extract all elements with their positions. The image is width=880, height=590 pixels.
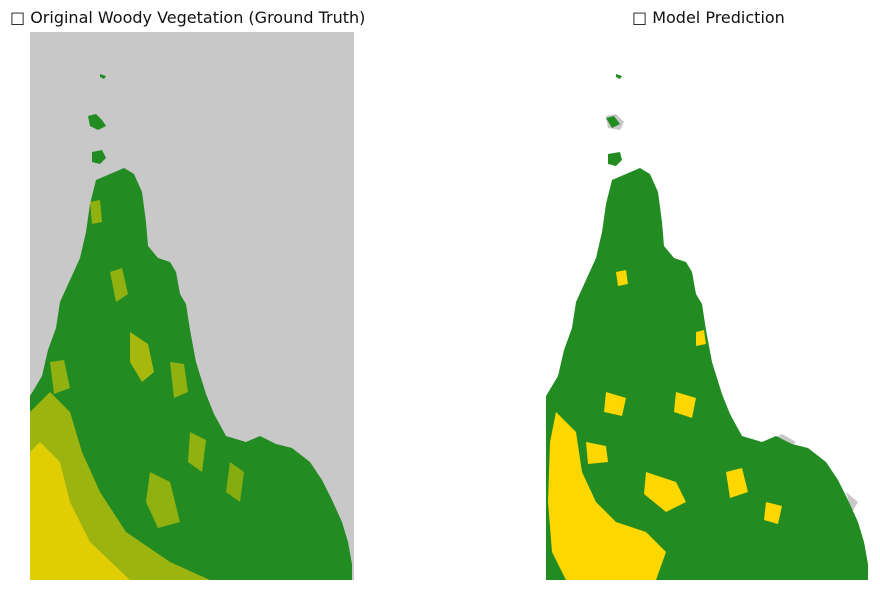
prediction-non-woody-patches bbox=[548, 270, 782, 580]
model-prediction-title: □ Model Prediction bbox=[632, 8, 785, 27]
ground-truth-raster bbox=[30, 32, 354, 580]
model-prediction-map bbox=[546, 32, 870, 580]
model-prediction-raster bbox=[546, 32, 870, 580]
ground-truth-map bbox=[30, 32, 354, 580]
ground-truth-title: □ Original Woody Vegetation (Ground Trut… bbox=[10, 8, 366, 27]
prediction-woody-landmass bbox=[546, 74, 868, 580]
woody-landmass bbox=[30, 74, 352, 580]
non-woody-patches bbox=[30, 200, 244, 580]
